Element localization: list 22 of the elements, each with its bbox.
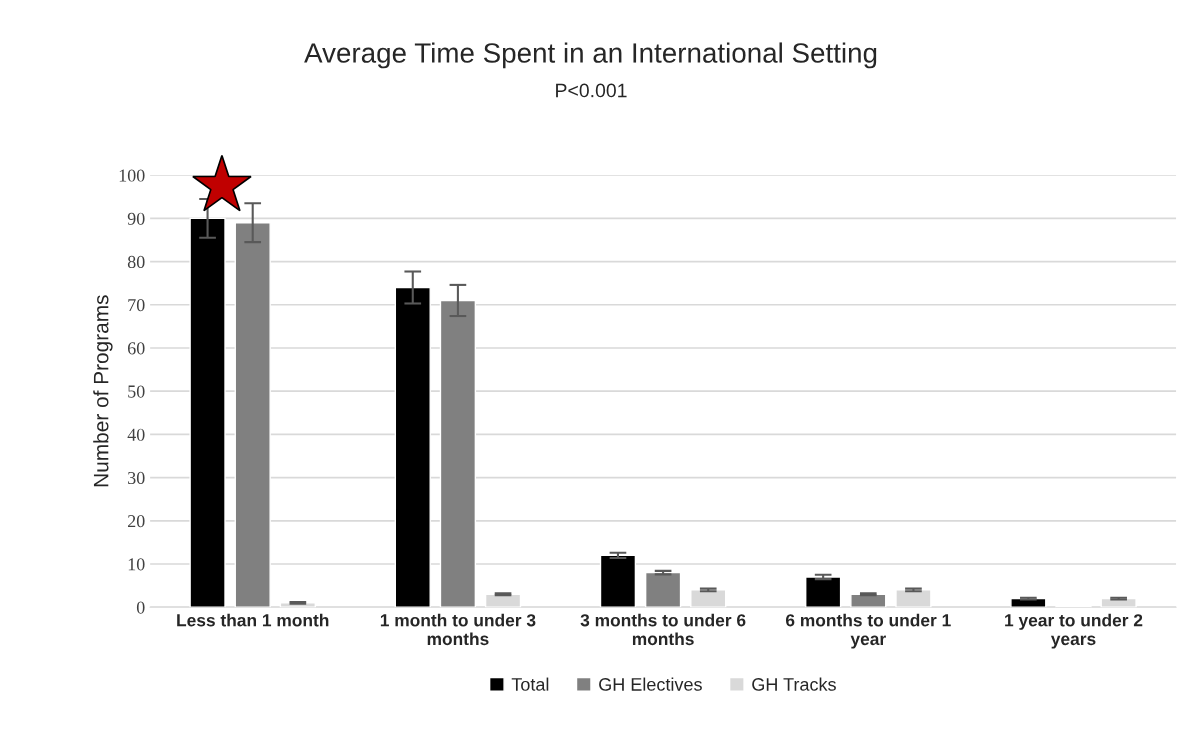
legend-label: GH Electives — [599, 677, 702, 691]
y-tick-label: 90 — [127, 212, 145, 225]
chart-subtitle: P<0.001 — [556, 83, 627, 98]
y-tick-label: 60 — [127, 342, 145, 355]
y-tick-label: 30 — [128, 471, 145, 485]
y-tick-label: 100 — [119, 169, 145, 182]
x-tick-label: 6 months to under 1 year — [785, 613, 951, 649]
legend-label: Total — [511, 677, 549, 691]
chart-title: Average Time Spent in an International Setting — [304, 42, 877, 69]
y-tick-label: 80 — [127, 255, 145, 269]
y-tick-label: 70 — [128, 299, 145, 312]
y-tick-label: 0 — [136, 601, 145, 614]
x-tick-label: 1 month to under 3 months — [380, 613, 536, 646]
x-tick-label: Less than 1 month — [177, 613, 329, 627]
y-axis-title: Number of Programs — [93, 295, 113, 487]
legend-label: GH Tracks — [752, 677, 836, 691]
y-tick-label: 40 — [127, 428, 145, 441]
y-tick-label: 20 — [127, 515, 145, 528]
x-tick-label: 3 months to under 6 months — [580, 613, 746, 646]
y-tick-label: 10 — [128, 558, 145, 571]
y-tick-label: 50 — [128, 385, 145, 398]
x-tick-label: 1 year to under 2 years — [1005, 613, 1143, 649]
